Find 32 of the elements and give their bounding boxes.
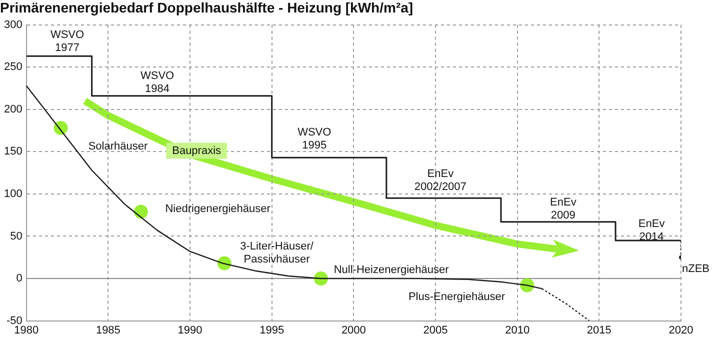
annotation: WSVO 1984 xyxy=(140,70,175,95)
x-tick-label: 2005 xyxy=(423,324,448,336)
x-tick-label: 2020 xyxy=(668,324,694,336)
y-tick-label: 50 xyxy=(10,230,22,242)
annotation: WSVO 1995 xyxy=(298,126,332,152)
y-tick-label: 0 xyxy=(16,272,22,285)
point xyxy=(134,204,148,219)
annotation: WSVO 1977 xyxy=(50,29,85,54)
y-tick-label: -50 xyxy=(6,314,22,327)
annotation: 3-Liter-Häuser/ Passivhäuser xyxy=(240,240,314,266)
x-tick-label: 2010 xyxy=(505,324,530,336)
annotation: EnEv 2009 xyxy=(550,196,577,222)
x-tick-label: 1980 xyxy=(14,324,39,336)
chart-title: Primärenenergiebedarf Doppelhaushälfte - Heizung [kWh/m²a] xyxy=(0,0,414,16)
x-tick-label: 1990 xyxy=(178,324,202,336)
y-tick-label: 150 xyxy=(4,146,22,158)
annotation: Baupraxis xyxy=(172,144,222,157)
annotation: EnEv 2002/2007 xyxy=(414,168,466,193)
text: nZEB xyxy=(682,263,710,276)
annotation: Solarhäuser xyxy=(88,140,148,153)
y-tick-label: 200 xyxy=(4,103,22,116)
x-tick-label: 1985 xyxy=(96,324,120,336)
y-tick-label: 250 xyxy=(4,61,22,74)
annotation: Plus-Energiehäuser xyxy=(408,291,506,304)
x-tick-label: 2015 xyxy=(586,324,612,336)
annotation: Null-Heizenergiehäuser xyxy=(334,264,450,276)
y-tick-label: 100 xyxy=(4,188,22,200)
x-tick-label: 2000 xyxy=(341,324,366,336)
annotation: Niedrigenergiehäuser xyxy=(165,203,271,216)
y-tick-label: 300 xyxy=(4,18,22,31)
annotation: EnEv 2014 xyxy=(638,218,666,243)
x-tick-label: 1995 xyxy=(260,324,284,336)
